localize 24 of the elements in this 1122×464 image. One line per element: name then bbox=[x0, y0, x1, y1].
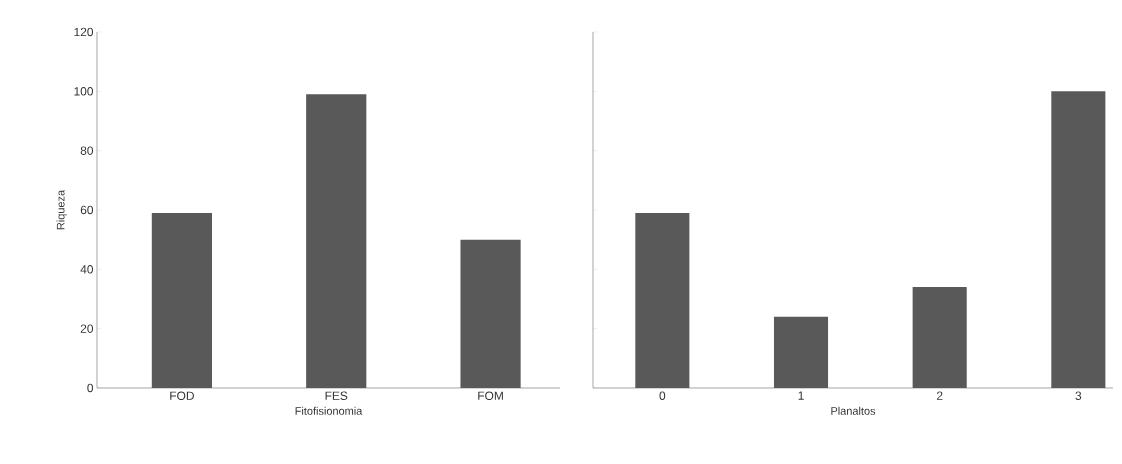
x-tick-label: 1 bbox=[798, 391, 804, 400]
bar bbox=[151, 212, 212, 388]
bar bbox=[306, 94, 367, 388]
bar bbox=[1051, 91, 1106, 388]
x-tick-label: 0 bbox=[659, 391, 666, 400]
y-tick-label: 40 bbox=[80, 265, 94, 274]
y-axis-title: Riqueza bbox=[56, 189, 67, 230]
bar bbox=[912, 287, 967, 388]
y-tick-label: 100 bbox=[74, 87, 94, 96]
y-tick-label: 0 bbox=[87, 383, 94, 393]
y-tick-label: 80 bbox=[80, 146, 94, 155]
x-tick-label: 3 bbox=[1075, 391, 1082, 400]
y-tick-label: 120 bbox=[74, 27, 94, 37]
x-tick-label: FES bbox=[325, 391, 348, 400]
bar bbox=[460, 239, 521, 388]
x-axis-title: Fitofisionomia bbox=[295, 406, 363, 415]
bar bbox=[773, 316, 829, 388]
x-axis-title: Planaltos bbox=[831, 406, 876, 415]
x-tick-label: FOD bbox=[170, 391, 194, 400]
y-tick-label: 60 bbox=[80, 205, 94, 215]
x-tick-label: FOM bbox=[478, 391, 503, 400]
bar bbox=[635, 212, 690, 388]
y-tick-label: 20 bbox=[80, 324, 94, 333]
x-tick-label: 2 bbox=[936, 391, 943, 400]
